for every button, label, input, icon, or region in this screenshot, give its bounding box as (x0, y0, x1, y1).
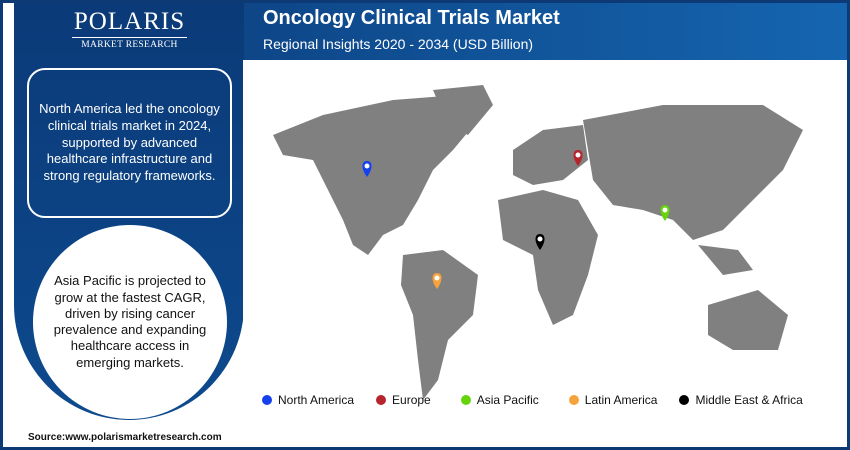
logo-name: POLARIS (73, 8, 186, 35)
legend-dot (262, 395, 272, 405)
legend-item: North America (262, 393, 354, 407)
legend-dot (568, 395, 579, 405)
pin-middle-east-africa (535, 234, 545, 250)
legend-label: Europe (392, 393, 431, 407)
pin-latin-america (432, 273, 442, 289)
legend-item: Middle East & Africa (679, 393, 803, 407)
south-america (401, 250, 478, 400)
legend-item: Europe (376, 393, 431, 407)
legend-label: Middle East & Africa (695, 393, 803, 407)
logo-tagline: MARKET RESEARCH (81, 40, 178, 50)
callout-circle-text: Asia Pacific is projected to grow at the… (53, 273, 207, 370)
pin-north-america (362, 161, 372, 177)
logo-divider (72, 37, 187, 38)
pin-europe (573, 150, 583, 166)
legend-item: Latin America (568, 393, 658, 407)
southeast-asia (698, 245, 753, 275)
legend-dot (679, 395, 690, 405)
legend-item: Asia Pacific (460, 393, 539, 407)
pin-asia-pacific (660, 205, 670, 221)
world-map (243, 60, 845, 420)
logo: POLARIS MARKET RESEARCH (72, 8, 187, 50)
continents (273, 85, 803, 400)
source-text: Source:www.polarismarketresearch.com (28, 432, 222, 443)
asia (583, 105, 803, 240)
australia (708, 290, 788, 350)
page-title: Oncology Clinical Trials Market (263, 7, 560, 29)
legend: North America Europe Asia Pacific Latin … (262, 393, 825, 407)
callout-circle: Asia Pacific is projected to grow at the… (33, 225, 227, 419)
callout-box-text: North America led the oncology clinical … (39, 100, 220, 184)
legend-label: Latin America (584, 393, 658, 407)
legend-label: North America (278, 393, 355, 407)
africa (498, 190, 598, 325)
map-pins (362, 150, 670, 289)
legend-dot (460, 395, 471, 405)
page-subtitle: Regional Insights 2020 - 2034 (USD Billi… (263, 36, 534, 52)
legend-label: Asia Pacific (476, 393, 539, 407)
callout-box: North America led the oncology clinical … (27, 68, 232, 218)
legend-dot (376, 395, 387, 405)
europe (513, 125, 588, 185)
north-america (273, 95, 478, 255)
greenland (433, 85, 493, 135)
